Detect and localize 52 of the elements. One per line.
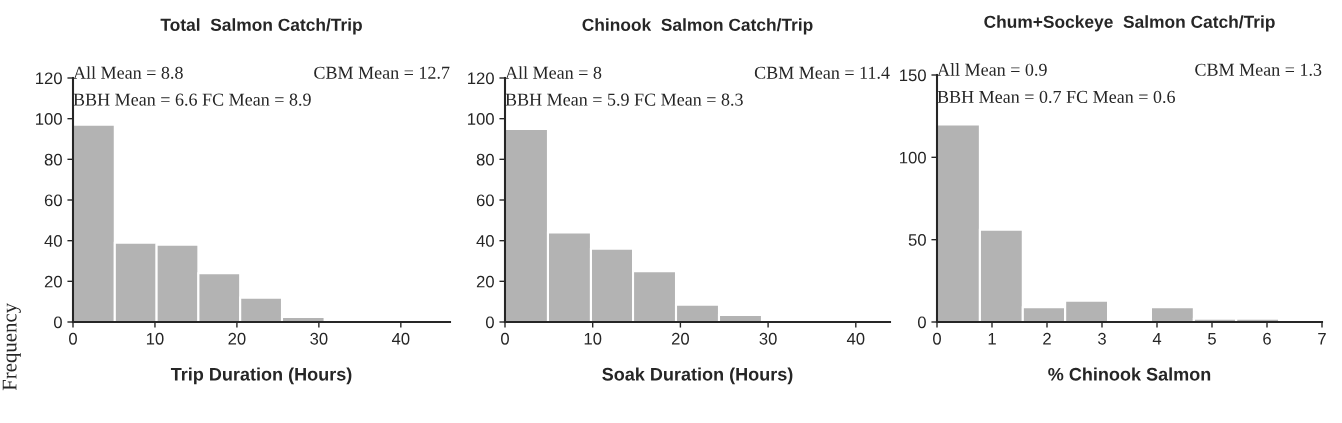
x-tick-label: 0 [933,332,941,345]
annotation: BBH Mean = 0.7 FC Mean = 0.6 [937,90,1175,104]
x-tick-label: 3 [1098,332,1106,345]
y-tick-label: 20 [476,275,494,288]
annotation: BBH Mean = 5.9 FC Mean = 8.3 [505,93,743,106]
x-axis-title: % Chinook Salmon [1048,367,1211,381]
chart-title: Chinook Salmon Catch/Trip [582,18,813,35]
x-tick-label: 0 [501,332,509,345]
annotation: CBM Mean = 11.4 [754,66,890,79]
y-tick-label: 0 [485,316,494,329]
annotation: CBM Mean = 12.7 [314,66,450,79]
x-tick-label: 40 [846,332,865,345]
x-axis-title: Soak Duration (Hours) [602,367,793,385]
x-tick-label: 2 [1043,332,1051,345]
annotation: CBM Mean = 1.3 [1195,63,1322,76]
y-tick-label: 150 [900,69,926,82]
x-axis-title: Trip Duration (Hours) [170,367,352,385]
x-tick-label: 5 [1208,333,1216,345]
x-tick-label: 30 [310,332,328,345]
x-tick-label: 1 [988,333,996,345]
x-tick-label: 30 [759,332,777,345]
y-axis-title: Frequency [2,302,21,391]
x-tick-label: 20 [671,332,690,345]
annotation: All Mean = 0.9 [937,63,1047,76]
y-tick-label: 120 [36,72,62,85]
y-tick-label: 40 [44,235,62,247]
y-tick-label: 60 [44,194,62,207]
y-tick-label: 60 [476,194,494,207]
x-tick-label: 20 [228,332,246,345]
y-tick-label: 0 [917,316,926,329]
x-tick-label: 0 [69,332,77,345]
annotation: BBH Mean = 6.6 FC Mean = 8.9 [73,93,311,106]
y-tick-label: 80 [476,153,494,166]
y-tick-label: 100 [468,113,494,125]
y-tick-label: 0 [53,316,62,329]
y-tick-label: 100 [36,113,62,125]
x-tick-label: 4 [1152,333,1162,345]
x-tick-label: 10 [584,332,602,345]
chart-title: Total Salmon Catch/Trip [160,18,362,35]
annotation: All Mean = 8 [505,66,602,79]
y-tick-label: 20 [44,275,62,288]
x-tick-label: 7 [1318,333,1326,345]
chart-title: Chum+Sockeye Salmon Catch/Trip [984,15,1275,32]
x-tick-label: 6 [1263,332,1271,345]
y-tick-label: 80 [44,153,62,166]
annotation: All Mean = 8.8 [73,66,183,79]
x-tick-label: 10 [146,332,164,345]
x-tick-label: 40 [391,332,410,345]
y-tick-label: 40 [476,235,494,247]
y-tick-label: 50 [908,234,926,246]
y-tick-label: 100 [900,151,926,164]
y-tick-label: 120 [468,72,494,85]
